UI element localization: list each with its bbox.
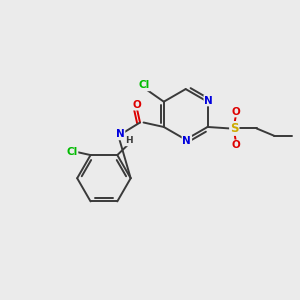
Text: H: H — [125, 136, 133, 146]
Text: O: O — [231, 140, 240, 150]
Text: Cl: Cl — [138, 80, 150, 90]
Text: N: N — [204, 95, 213, 106]
Text: S: S — [230, 122, 238, 135]
Text: O: O — [133, 100, 141, 110]
Text: N: N — [182, 136, 191, 146]
Text: O: O — [231, 106, 240, 116]
Text: N: N — [116, 129, 124, 140]
Text: Cl: Cl — [66, 146, 77, 157]
